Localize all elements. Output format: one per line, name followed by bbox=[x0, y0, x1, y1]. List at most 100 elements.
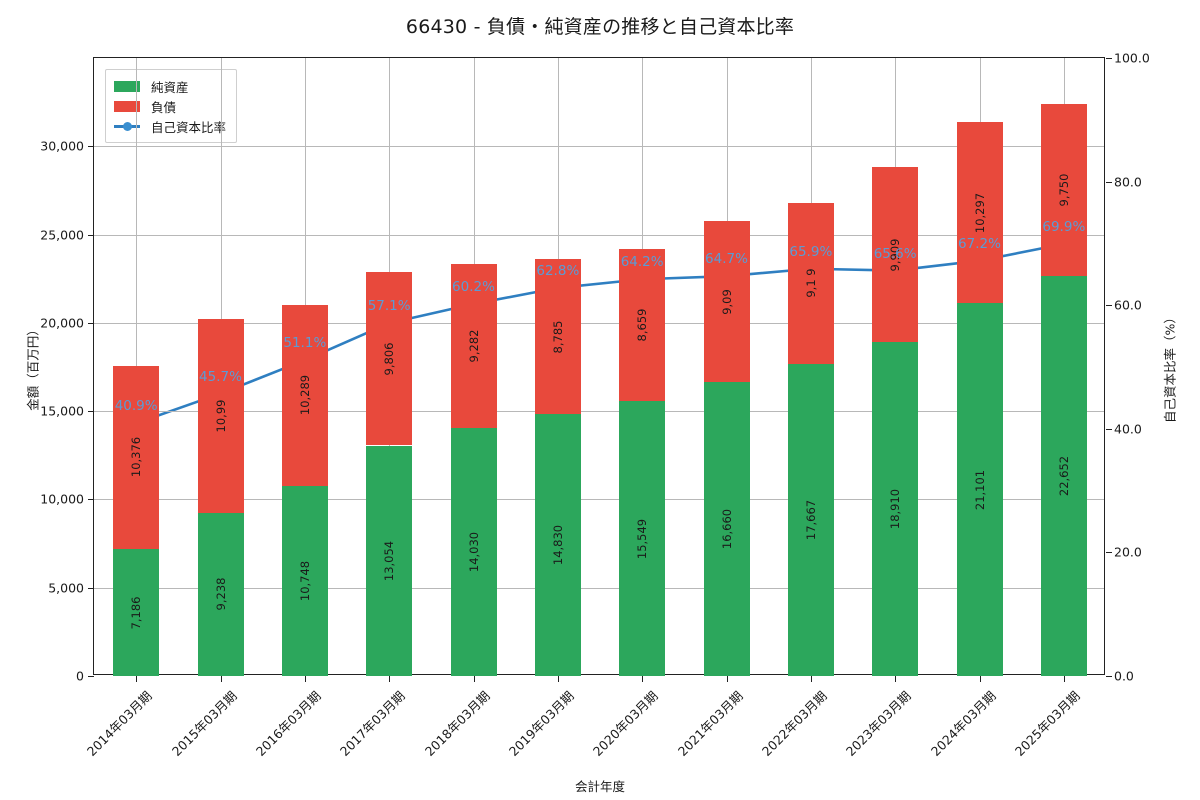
y-axis-tick-right bbox=[1106, 428, 1112, 430]
x-axis-tick-label: 2016年03月期 bbox=[252, 688, 324, 759]
y-axis-tick-label-left: 5,000 bbox=[48, 580, 84, 596]
bar-value-label-equity: 16,660 bbox=[719, 508, 734, 550]
legend-swatch-debt bbox=[114, 100, 140, 112]
bar-value-label-debt: 9,750 bbox=[1056, 173, 1071, 207]
y-axis-tick-label-left: 30,000 bbox=[40, 138, 84, 154]
bar-segment-equity[interactable]: 7,186 bbox=[113, 549, 160, 676]
bar-segment-debt[interactable]: 9,806 bbox=[366, 272, 413, 446]
bar-value-label-debt: 9,282 bbox=[466, 329, 481, 363]
y-axis-tick-label-right: 80.0 bbox=[1114, 174, 1142, 190]
y-axis-tick-left bbox=[88, 146, 94, 148]
bar-segment-debt[interactable]: 9,282 bbox=[450, 264, 497, 429]
chart-legend: 純資産 負債 自己資本比率 bbox=[105, 69, 238, 143]
bar-segment-debt[interactable]: 9,750 bbox=[1040, 103, 1087, 277]
chart-title: 66430 - 負債・純資産の推移と自己資本比率 bbox=[405, 16, 795, 38]
y-axis-tick-right bbox=[1106, 181, 1112, 183]
plot-area: 純資産 負債 自己資本比率 金額（百万円） 自己資本比率（%） 会計年度 0 5,… bbox=[26, 51, 1178, 795]
bar-segment-debt[interactable]: 9,909 bbox=[872, 167, 919, 343]
bar-segment-equity[interactable]: 17,667 bbox=[787, 364, 834, 676]
x-axis-tick-label: 2023年03月期 bbox=[843, 688, 914, 759]
bar-segment-equity[interactable]: 9,238 bbox=[197, 512, 244, 676]
ratio-value-label: 64.7% bbox=[705, 251, 748, 268]
gridline-horizontal bbox=[94, 499, 1104, 501]
bar-value-label-equity: 22,652 bbox=[1056, 455, 1071, 497]
bar-segment-debt[interactable]: 10,376 bbox=[113, 365, 160, 550]
legend-label-debt: 負債 bbox=[151, 99, 177, 115]
gridline-horizontal bbox=[94, 587, 1104, 589]
x-axis-tick-label: 2022年03月期 bbox=[758, 688, 830, 759]
bar-value-label-debt: 9,806 bbox=[382, 342, 397, 376]
bar-value-label-equity: 17,667 bbox=[803, 499, 818, 541]
x-axis-tick-label: 2021年03月期 bbox=[674, 688, 746, 759]
gridline-horizontal bbox=[94, 146, 1104, 148]
ratio-value-label: 62.8% bbox=[536, 262, 580, 279]
x-axis-tick-label: 2020年03月期 bbox=[590, 688, 661, 759]
bar-value-label-debt: 10,99 bbox=[213, 399, 228, 433]
bar-value-label-equity: 9,238 bbox=[213, 577, 228, 611]
y-axis-tick-label-right: 60.0 bbox=[1114, 297, 1142, 313]
ratio-value-label: 65.9% bbox=[789, 243, 833, 260]
bar-segment-debt[interactable]: 10,289 bbox=[281, 304, 328, 487]
bar-segment-debt[interactable]: 10,297 bbox=[956, 121, 1003, 304]
y-axis-tick-right bbox=[1106, 305, 1112, 307]
bar-value-label-equity: 14,030 bbox=[466, 532, 481, 573]
x-axis-tick-label: 2024年03月期 bbox=[927, 688, 999, 759]
legend-item-ratio: 自己資本比率 bbox=[114, 116, 226, 136]
bar-segment-equity[interactable]: 14,030 bbox=[450, 428, 497, 676]
x-axis-tick bbox=[558, 676, 559, 682]
bar-value-label-debt: 8,659 bbox=[635, 308, 650, 342]
y-axis-tick-left bbox=[88, 234, 94, 236]
gridline-horizontal bbox=[94, 234, 1104, 236]
bar-value-label-equity: 13,054 bbox=[382, 540, 397, 581]
x-axis-title: 会計年度 bbox=[574, 779, 625, 794]
y-axis-tick-left bbox=[88, 322, 94, 324]
bar-segment-debt[interactable]: 10,99 bbox=[197, 318, 244, 513]
bar-segment-equity[interactable]: 16,660 bbox=[703, 381, 750, 676]
x-axis-tick bbox=[642, 676, 643, 682]
bar-segment-debt[interactable]: 8,785 bbox=[534, 259, 581, 415]
ratio-value-label: 57.1% bbox=[367, 298, 411, 315]
x-axis-tick bbox=[811, 676, 812, 682]
bar-segment-debt[interactable]: 9,1 9 bbox=[787, 202, 834, 365]
y-axis-tick-label-right: 20.0 bbox=[1114, 544, 1142, 560]
y-axis-tick-right bbox=[1106, 58, 1112, 59]
legend-swatch-ratio bbox=[114, 121, 140, 132]
bar-segment-equity[interactable]: 18,910 bbox=[872, 342, 919, 676]
bar-value-label-debt: 9,09 bbox=[719, 288, 734, 315]
x-axis-tick bbox=[136, 676, 137, 682]
bar-segment-equity[interactable]: 10,748 bbox=[281, 486, 328, 676]
y-axis-tick-label-left: 25,000 bbox=[40, 227, 84, 243]
y-axis-tick-right bbox=[1106, 552, 1112, 554]
y-axis-tick-left bbox=[88, 587, 94, 589]
bar-segment-equity[interactable]: 21,101 bbox=[956, 303, 1003, 676]
bar-value-label-equity: 15,549 bbox=[635, 518, 650, 559]
ratio-value-label: 64.2% bbox=[620, 254, 664, 271]
ratio-value-label: 51.1% bbox=[283, 335, 327, 352]
bar-segment-equity[interactable]: 15,549 bbox=[619, 401, 666, 676]
ratio-value-label: 45.7% bbox=[199, 368, 242, 385]
bar-segment-debt[interactable]: 9,09 bbox=[703, 221, 750, 382]
x-axis-tick-label: 2014年03月期 bbox=[84, 688, 155, 759]
x-axis-tick bbox=[389, 676, 390, 682]
ratio-value-label: 60.2% bbox=[452, 278, 495, 295]
bar-value-label-debt: 10,376 bbox=[129, 437, 144, 478]
legend-item-debt: 負債 bbox=[114, 96, 226, 116]
legend-label-equity: 純資産 bbox=[151, 79, 189, 95]
bar-segment-equity[interactable]: 22,652 bbox=[1040, 276, 1087, 676]
bar-segment-equity[interactable]: 13,054 bbox=[366, 445, 413, 676]
ratio-value-label: 65.6% bbox=[873, 245, 917, 262]
ratio-line-series bbox=[130, 238, 1070, 429]
x-axis-tick bbox=[1064, 676, 1065, 682]
x-axis-tick bbox=[727, 676, 728, 682]
y-axis-tick-label-right: 0.0 bbox=[1114, 668, 1134, 684]
y-axis-tick-label-left: 0 bbox=[76, 668, 84, 684]
y-axis-tick-label-left: 10,000 bbox=[40, 491, 84, 507]
ratio-value-label: 69.9% bbox=[1042, 219, 1086, 236]
y-axis-tick-right bbox=[1106, 676, 1112, 677]
x-axis-tick bbox=[221, 676, 222, 682]
bar-segment-equity[interactable]: 14,830 bbox=[534, 414, 581, 676]
y-axis-tick-label-left: 15,000 bbox=[40, 403, 84, 419]
bar-segment-debt[interactable]: 8,659 bbox=[619, 248, 666, 402]
legend-label-ratio: 自己資本比率 bbox=[151, 119, 227, 135]
